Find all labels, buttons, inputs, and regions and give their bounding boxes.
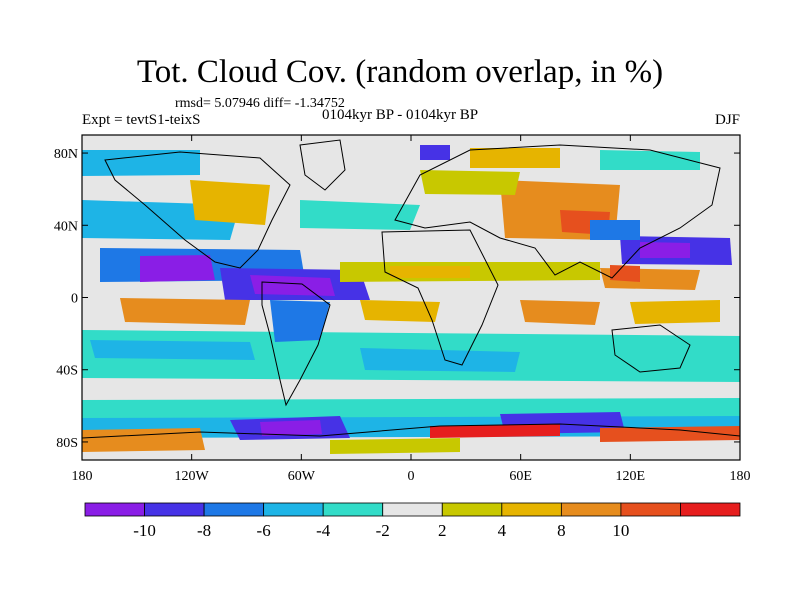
map-title: Tot. Cloud Cov. (random overlap, in %) <box>136 54 664 90</box>
coastline-australia <box>611 324 691 373</box>
anomaly-region <box>250 275 335 296</box>
anomaly-region <box>430 424 560 438</box>
x-tick-label: 180 <box>730 469 751 484</box>
x-tick-label: 120E <box>616 469 646 484</box>
coastline-antarctica <box>82 423 740 439</box>
anomaly-region <box>630 300 720 324</box>
x-tick-label: 180 <box>72 469 93 484</box>
colorbar-swatch <box>382 502 443 517</box>
anomaly-region <box>390 266 470 278</box>
coastline-north-america <box>104 151 291 269</box>
colorbar-swatch <box>203 502 265 517</box>
anomaly-region <box>610 265 640 282</box>
anomaly-region <box>590 220 640 240</box>
colorbar-swatch <box>441 502 503 517</box>
anomaly-region <box>600 426 740 442</box>
colorbar-label: 4 <box>498 521 507 540</box>
y-tick-label: 40N <box>54 219 78 234</box>
y-tick-label: 40S <box>56 364 78 379</box>
colorbar-label: -8 <box>197 521 211 540</box>
experiment-label: Expt = tevtS1-teixS <box>82 112 201 128</box>
y-tick-label: 80N <box>54 147 78 162</box>
anomaly-region <box>420 145 450 160</box>
season-label: DJF <box>714 112 740 128</box>
coastlines <box>82 139 740 439</box>
colorbar-swatch <box>501 502 562 517</box>
period-label: 0104kyr BP - 0104kyr BP <box>322 107 479 123</box>
map-panel <box>81 134 741 461</box>
colorbar: -10 -8 -6 -4 -2 2 4 8 10 <box>84 502 741 540</box>
coastline-south-america <box>261 281 331 407</box>
colorbar-label: 8 <box>557 521 566 540</box>
colorbar-label: -10 <box>133 521 156 540</box>
anomaly-region <box>82 428 205 452</box>
anomaly-region <box>360 300 440 322</box>
x-tick-label: 0 <box>408 469 415 484</box>
anomaly-region <box>600 150 700 170</box>
x-axis: 180 120W 60W 0 60E 120E 180 <box>72 135 751 484</box>
colorbar-swatch <box>322 502 384 517</box>
colorbar-swatch <box>560 502 622 517</box>
anomaly-region <box>300 200 420 230</box>
anomaly-region <box>360 348 520 372</box>
coastline-africa <box>381 229 499 366</box>
x-tick-label: 60E <box>509 469 532 484</box>
anomaly-region <box>270 300 330 342</box>
anomaly-region <box>470 148 560 168</box>
colorbar-label: -4 <box>316 521 331 540</box>
y-tick-label: 80S <box>56 436 78 451</box>
x-tick-label: 60W <box>288 469 316 484</box>
colorbar-label: -6 <box>257 521 271 540</box>
colorbar-label: 10 <box>612 521 629 540</box>
coastline-greenland <box>299 139 346 191</box>
anomaly-region <box>330 438 460 454</box>
anomaly-region <box>82 150 200 176</box>
colorbar-label: -2 <box>376 521 390 540</box>
colorbar-swatch <box>263 502 324 517</box>
colorbar-label: 2 <box>438 521 447 540</box>
x-tick-label: 120W <box>175 469 210 484</box>
anomaly-region <box>520 300 600 325</box>
colorbar-swatch <box>620 502 681 517</box>
y-tick-label: 0 <box>71 292 78 307</box>
y-axis: 80N 40N 0 40S 80S <box>54 147 740 451</box>
anomaly-region <box>90 340 255 360</box>
stats-label: rmsd= 5.07946 diff= -1.34752 <box>175 96 345 111</box>
colorbar-swatch <box>680 502 741 517</box>
anomaly-field <box>82 145 740 454</box>
anomaly-region <box>120 298 250 325</box>
anomaly-region <box>140 255 215 282</box>
colorbar-swatch <box>84 502 145 517</box>
anomaly-region <box>190 180 270 225</box>
anomaly-region <box>420 170 520 195</box>
anomaly-region <box>640 242 690 258</box>
anomaly-region <box>260 420 322 436</box>
coastline-eurasia <box>394 144 721 279</box>
colorbar-swatch <box>144 502 205 517</box>
